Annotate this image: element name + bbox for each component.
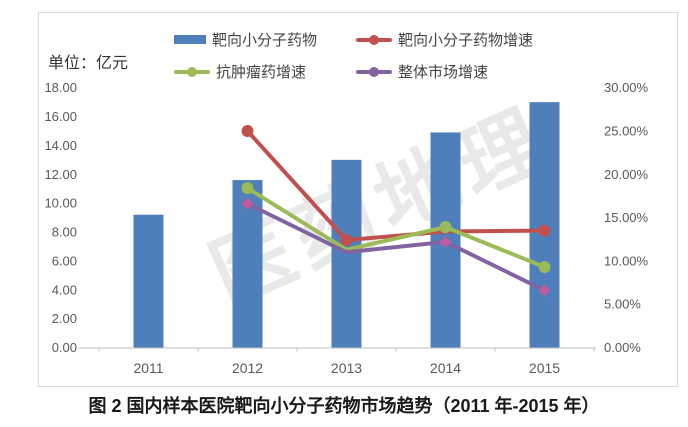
line-series-2 xyxy=(245,201,547,293)
circle-marker-icon xyxy=(439,221,452,234)
left-axis-tick-label: 2.00 xyxy=(52,311,77,326)
line-circle-swatch-icon xyxy=(174,66,210,77)
left-axis-tick-label: 8.00 xyxy=(52,225,77,240)
plot: 0.00 2.00 4.00 6.00 8.00 10.00 12.00 14.00 16.00… xyxy=(44,80,649,376)
x-axis-category-label: 2012 xyxy=(232,360,263,376)
markers-series-0 xyxy=(241,125,551,247)
bar-swatch-icon xyxy=(174,35,206,44)
line-circle-swatch-icon xyxy=(356,66,392,77)
right-axis-tick-label: 30.00% xyxy=(604,80,649,95)
right-axis-tick-label: 0.00% xyxy=(604,340,641,355)
right-axis-tick-label: 15.00% xyxy=(604,210,649,225)
left-axis-tick-label: 4.00 xyxy=(52,282,77,297)
bar-2011 xyxy=(133,214,164,348)
x-axis-category-label: 2014 xyxy=(430,360,461,376)
diamond-marker-icon xyxy=(538,284,551,297)
left-axis-tick-label: 18.00 xyxy=(44,80,77,95)
growth-line xyxy=(245,201,547,293)
legend-marker-dot-icon xyxy=(369,66,379,77)
left-axis-tick-label: 6.00 xyxy=(52,253,77,268)
markers-series-1 xyxy=(241,182,551,273)
line-circle-swatch-icon xyxy=(356,34,392,45)
right-axis-tick-label: 20.00% xyxy=(604,167,649,182)
legend-item-target-growth: 靶向小分子药物增速 xyxy=(356,29,533,50)
circle-marker-icon xyxy=(241,125,254,137)
line-series-0 xyxy=(245,129,547,243)
legend-marker-dot-icon xyxy=(187,66,197,77)
legend-item-overall-market-growth: 整体市场增速 xyxy=(356,61,488,82)
diamond-marker-icon xyxy=(439,235,452,248)
left-axis-tick-label: 16.00 xyxy=(44,109,77,124)
right-axis-tick-label: 25.00% xyxy=(604,124,649,139)
bar-series xyxy=(133,102,560,348)
legend-item-antitumor-growth: 抗肿瘤药增速 xyxy=(174,61,306,82)
legend-item-bar-series: 靶向小分子药物 xyxy=(174,29,317,50)
unit-label: 单位：亿元 xyxy=(48,55,129,72)
line-series-1 xyxy=(245,186,547,269)
circle-marker-icon xyxy=(241,182,254,195)
growth-line xyxy=(245,186,547,269)
left-axis-tick-label: 12.00 xyxy=(44,167,77,182)
chart-area: 医药地理 单位：亿元 靶向小分子药物 靶向小分子药物增速 抗肿瘤药增速 整体市场… xyxy=(38,12,678,387)
x-axis-category-label: 2015 xyxy=(529,360,560,376)
x-axis-category-label: 2013 xyxy=(331,360,362,376)
right-axis-tick-label: 10.00% xyxy=(604,253,649,268)
legend-marker-dot-icon xyxy=(369,34,379,45)
legend: 靶向小分子药物 靶向小分子药物增速 抗肿瘤药增速 整体市场增速 xyxy=(39,13,677,103)
circle-marker-icon xyxy=(340,234,353,247)
circle-marker-icon xyxy=(538,260,551,273)
x-axis-category-label: 2011 xyxy=(133,360,163,376)
legend-label: 整体市场增速 xyxy=(398,64,489,81)
growth-line xyxy=(245,129,547,243)
legend-label: 靶向小分子药物增速 xyxy=(398,32,534,49)
diamond-marker-icon xyxy=(241,197,254,210)
left-axis-tick-label: 10.00 xyxy=(44,196,77,211)
left-axis-tick-label: 0.00 xyxy=(52,340,77,355)
legend-label: 靶向小分子药物 xyxy=(212,32,318,49)
markers-series-2 xyxy=(241,197,551,297)
circle-marker-icon xyxy=(538,224,551,237)
legend-label: 抗肿瘤药增速 xyxy=(216,64,307,81)
left-axis-tick-label: 14.00 xyxy=(44,138,77,153)
right-axis-tick-label: 5.00% xyxy=(604,297,641,312)
figure-caption: 图 2 国内样本医院靶向小分子药物市场趋势（2011 年-2015 年） xyxy=(88,396,600,416)
